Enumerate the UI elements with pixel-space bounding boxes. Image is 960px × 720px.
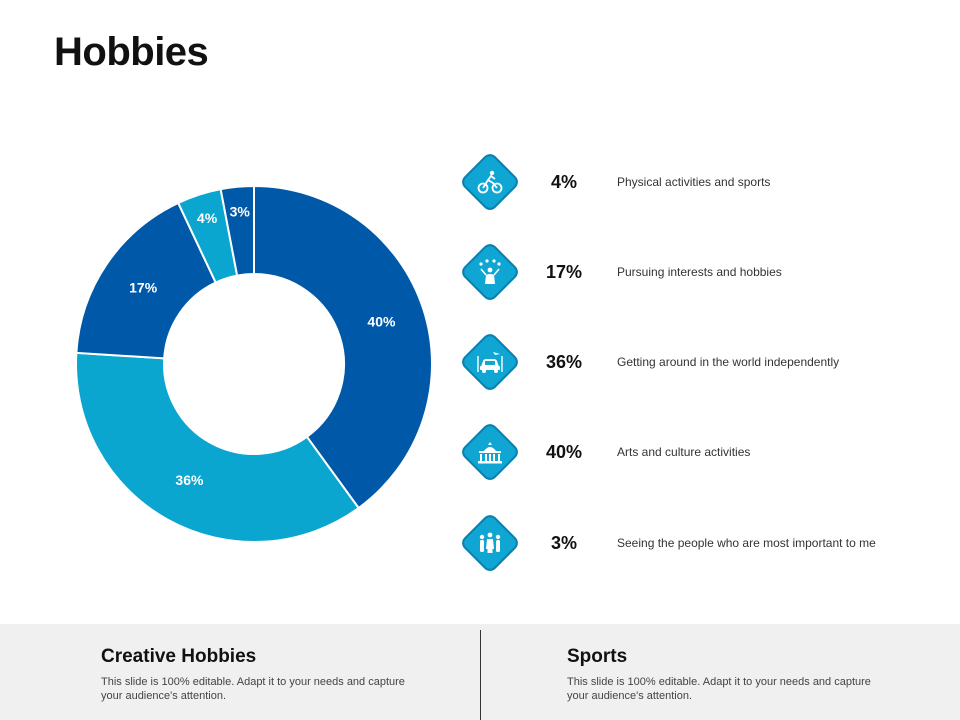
legend-row-travel: 36% Getting around in the world independ… [458,330,944,394]
creative-hobbies-body: This slide is 100% editable. Adapt it to… [101,676,405,702]
creative-hobbies-title: Creative Hobbies [101,646,257,667]
legend-text: Pursuing interests and hobbies [617,265,782,279]
legend-row-physical: 4% Physical activities and sports [458,150,944,214]
legend-value: 40% [545,442,583,462]
cyclist-icon [458,150,522,214]
family-icon [458,511,522,575]
museum-icon [458,420,522,484]
donut-slice-0 [253,184,433,510]
slice-label-3: 4% [197,210,218,226]
legend-row-people: 3% Seeing the people who are most import… [458,511,944,575]
sports-body: This slide is 100% editable. Adapt it to… [567,676,871,702]
footer-divider [480,630,481,720]
slice-label-4: 3% [230,203,251,219]
legend-row-interests: 17% Pursuing interests and hobbies [458,240,944,304]
legend-value: 17% [545,262,583,282]
legend-text: Seeing the people who are most important… [617,536,876,550]
footer-panel: Creative Hobbies This slide is 100% edit… [0,624,960,720]
donut-slice-4 [219,184,255,277]
legend-value: 36% [545,352,583,372]
legend-text: Physical activities and sports [617,175,771,189]
legend-text: Arts and culture activities [617,445,751,459]
legend-text: Getting around in the world independentl… [617,355,840,369]
legend-value: 3% [550,533,577,553]
donut-slice-1 [75,351,361,543]
slice-label-0: 40% [367,313,396,329]
car-travel-icon [458,330,522,394]
donut-chart: 40% 36% 17% 4% 3% [75,184,433,543]
legend-value: 4% [550,172,577,192]
donut-slice-2 [75,201,218,360]
page-title: Hobbies [54,30,209,74]
slice-label-1: 36% [175,472,204,488]
juggler-icon [458,240,522,304]
sports-title: Sports [567,646,628,667]
legend-row-arts: 40% Arts and culture activities [458,420,944,484]
slice-label-2: 17% [129,279,158,295]
